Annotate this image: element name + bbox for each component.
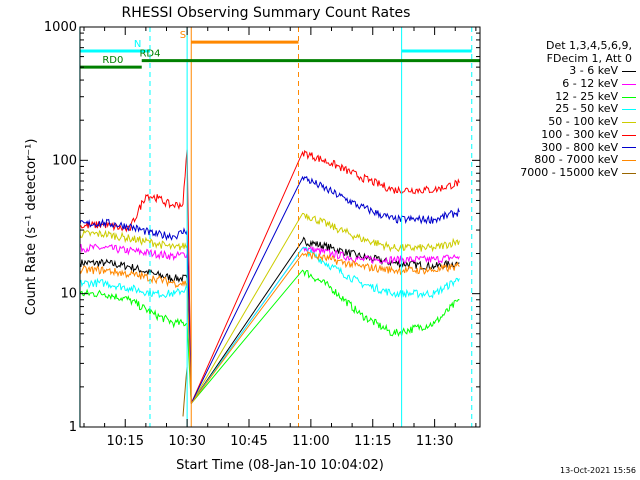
legend-item: 12 - 25 keV (486, 89, 636, 104)
footer-date: 13-Oct-2021 15:56 (560, 466, 636, 475)
legend-swatch (622, 96, 636, 98)
legend-label: 50 - 100 keV (548, 115, 618, 129)
legend-item: 50 - 100 keV (486, 115, 636, 129)
legend-item: 800 - 7000 keV (486, 154, 636, 167)
x-tick-label: 11:30 (416, 434, 453, 449)
x-tick-label: 10:45 (230, 434, 267, 449)
x-tick-label: 11:00 (292, 434, 329, 449)
chart-title: RHESSI Observing Summary Count Rates (122, 5, 411, 21)
legend-item: 3 - 6 keV (486, 65, 636, 78)
legend-swatch (622, 147, 636, 149)
legend-label: 800 - 7000 keV (534, 153, 618, 167)
y-tick-label: 1 (69, 420, 77, 435)
flag-label: N (134, 39, 141, 50)
flag-label: S (180, 30, 186, 41)
y-tick-label: 100 (52, 153, 77, 168)
y-axis-label: Count Rate (s⁻¹ detector⁻¹) (24, 139, 39, 316)
series-line (79, 250, 460, 404)
axes: 1 10 100 1000 10:15 10:30 10:45 11:00 11:15 11:30 (44, 20, 480, 449)
y-tick-label: 1000 (44, 20, 77, 35)
legend-label: 7000 - 15000 keV (520, 165, 618, 179)
legend-item: 7000 - 15000 keV (486, 165, 636, 180)
plot-frame (79, 26, 481, 428)
flag-label: RD0 (102, 55, 123, 66)
legend-item: 6 - 12 keV (486, 77, 636, 91)
legend-swatch (622, 160, 636, 162)
legend-label: 6 - 12 keV (562, 77, 618, 91)
legend-swatch (622, 122, 636, 123)
legend-swatch (622, 83, 636, 85)
x-tick-label: 10:15 (107, 434, 144, 449)
legend-header: Det 1,3,4,5,6,9, (545, 39, 632, 52)
legend-header: FDecim 1, Att 0 (546, 51, 632, 65)
legend-swatch (622, 134, 636, 136)
legend-label: 25 - 50 keV (555, 102, 618, 116)
x-axis-label: Start Time (08-Jan-10 10:04:02) (176, 458, 384, 473)
legend-label: 12 - 25 keV (555, 89, 618, 103)
legend-label: 300 - 800 keV (541, 140, 618, 154)
legend-label: 100 - 300 keV (541, 127, 618, 141)
legend-swatch (622, 109, 636, 111)
x-tick-label: 10:30 (168, 434, 205, 449)
legend-item: 25 - 50 keV (486, 103, 636, 116)
flag-label: RD4 (139, 49, 160, 60)
series-line (182, 367, 188, 417)
legend-item: 300 - 800 keV (486, 140, 636, 155)
x-tick-label: 11:15 (354, 434, 391, 449)
legend-label: 3 - 6 keV (569, 64, 618, 78)
legend-swatch (622, 172, 636, 174)
legend-swatch (622, 71, 636, 73)
legend-item: 100 - 300 keV (486, 127, 636, 142)
y-tick-label: 10 (60, 287, 77, 302)
